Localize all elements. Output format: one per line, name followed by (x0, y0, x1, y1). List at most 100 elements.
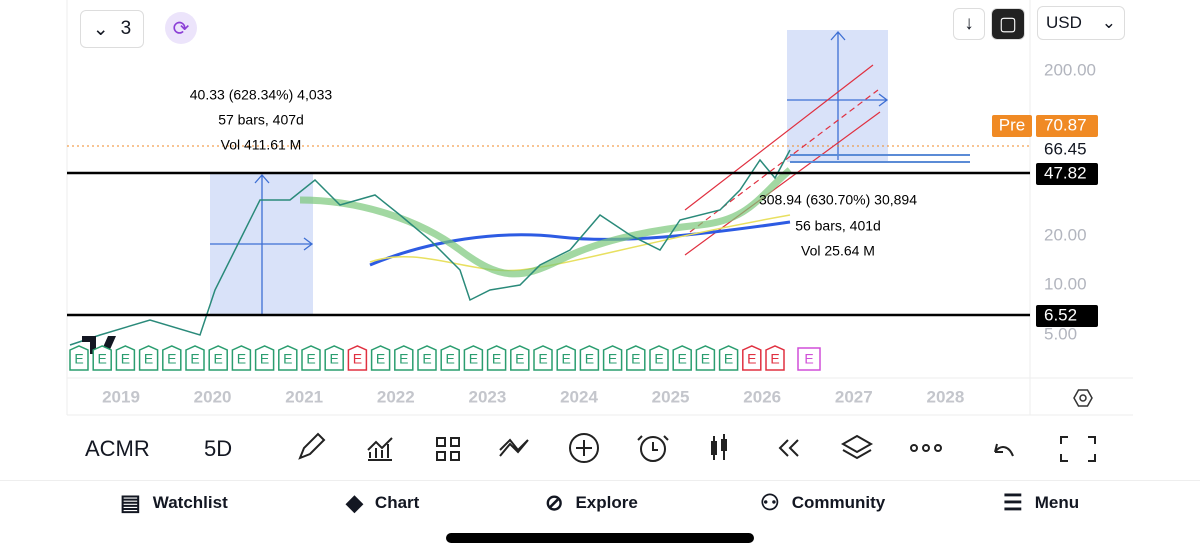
nav-icon: ⚇ (760, 490, 780, 515)
nav-icon: ⊘ (545, 490, 564, 515)
year-label: 2027 (835, 387, 873, 406)
chart-type-icon[interactable] (711, 434, 727, 460)
templates-icon[interactable] (436, 437, 460, 461)
earnings-label: E (608, 351, 617, 367)
nav-label: Watchlist (152, 493, 228, 512)
fullscreen-icon[interactable] (1060, 436, 1096, 462)
year-label: 2023 (468, 387, 506, 406)
earnings-label: E (353, 351, 362, 367)
earnings-marker (138, 345, 159, 371)
compare-icon[interactable] (499, 438, 529, 457)
price-tag (1036, 163, 1098, 185)
earnings-label: E (167, 351, 176, 367)
earnings-marker (579, 345, 600, 371)
earnings-marker (602, 345, 623, 371)
replay-icon[interactable] (778, 439, 799, 457)
layers-icon[interactable] (840, 434, 874, 460)
earnings-marker (486, 345, 507, 371)
earnings-marker (463, 345, 484, 371)
year-label: 2025 (652, 387, 690, 406)
earnings-label: E (190, 351, 199, 367)
nav-icon: ☰ (1003, 490, 1023, 515)
earnings-marker (208, 345, 228, 371)
earnings-label: E (701, 351, 710, 367)
measure-text: Vol 25.64 M (801, 243, 875, 259)
measure-text: 56 bars, 401d (795, 218, 881, 234)
measure-text: 40.33 (628.34%) 4,033 (190, 87, 333, 103)
price-tag-value: 66.45 (1044, 139, 1087, 158)
earnings-marker (347, 345, 368, 371)
nav-label: Chart (374, 493, 420, 512)
symbol[interactable]: ACMR (85, 436, 150, 461)
earnings-marker (162, 345, 182, 371)
earnings-marker (92, 345, 112, 371)
time-axis: 2019 2020 2021 2022 2023 2024 2025 2026 2027 2028 (102, 387, 964, 406)
divider (0, 480, 1200, 481)
earnings-marker (417, 345, 437, 371)
earnings-marker (69, 345, 89, 371)
earnings-label: E (562, 351, 571, 367)
earnings-label: E (260, 351, 269, 367)
nav-item[interactable]: ⚇ Community (760, 488, 885, 518)
alert-icon[interactable] (640, 436, 666, 462)
nav-item[interactable]: ⊘ Explore (545, 488, 638, 518)
earnings-marker (324, 345, 344, 371)
bottom-nav: ▤ Watchlist ◆ Chart ⊘ Explore ⚇ Community ☰ Menu (0, 488, 1200, 518)
chevron: ⌄ (1101, 13, 1116, 32)
earnings-marker (797, 347, 821, 371)
year-label: 2026 (743, 387, 781, 406)
undo-icon[interactable] (994, 443, 1014, 457)
earnings-label: E (399, 351, 408, 367)
indicators-icon[interactable] (367, 437, 393, 461)
earnings-label: E (144, 351, 153, 367)
earnings-label: E (74, 351, 83, 367)
draw-icon[interactable] (298, 432, 326, 460)
nav-icon: ▤ (120, 490, 141, 515)
price-axis: 200.00 20.00 10.00 5.00 70.87 Pre 66.45 47.82 6.… (992, 60, 1098, 343)
currency-select[interactable]: USD ⌄ (1037, 6, 1125, 40)
earnings-marker (533, 345, 553, 371)
price-label: 200.00 (1044, 60, 1096, 79)
earnings-marker (394, 345, 414, 371)
nav-item[interactable]: ◆ Chart (346, 488, 419, 518)
earnings-label: E (237, 351, 246, 367)
earnings-marker (556, 345, 576, 371)
earnings-label: E (446, 351, 455, 367)
earnings-label: E (678, 351, 687, 367)
nav-label: Menu (1034, 493, 1080, 512)
year-label: 2020 (194, 387, 232, 406)
interval[interactable]: 5D (204, 436, 233, 461)
earnings-marker (649, 345, 669, 371)
price-tag-value: 47.82 (1044, 163, 1087, 182)
earnings-marker (185, 345, 205, 371)
earnings-label: E (654, 351, 663, 367)
earnings-marker (115, 345, 136, 371)
add-icon[interactable] (569, 433, 599, 463)
earnings-label: E (469, 351, 478, 367)
home-indicator (446, 533, 754, 543)
sync-button[interactable]: ⟳ (165, 12, 197, 44)
fullscreen-button[interactable]: ▢ (991, 8, 1025, 40)
year-label: 2028 (926, 387, 964, 406)
earnings-marker (695, 345, 716, 371)
earnings-label: E (376, 351, 385, 367)
earnings-marker (370, 345, 391, 371)
earnings-label: E (330, 351, 339, 367)
layout-button[interactable]: ⌄ 3 (80, 10, 144, 48)
earnings-marker (510, 345, 530, 371)
nav-item[interactable]: ▤ Watchlist (120, 488, 228, 518)
nav-item[interactable]: ☰ Menu (1003, 488, 1079, 518)
earnings-marker (254, 345, 275, 371)
earnings-label: E (515, 351, 524, 367)
chevron: ⌄ (92, 18, 109, 40)
price-tag (1036, 115, 1098, 137)
nav-label: Community (791, 493, 886, 512)
moving-average (369, 220, 791, 267)
price-label: 5.00 (1044, 324, 1077, 343)
nav-label: Explore (575, 493, 638, 512)
more-icon[interactable] (934, 444, 942, 452)
measure-arrows (210, 31, 889, 315)
earnings-label: E (804, 351, 813, 367)
download-button[interactable]: ↓ (953, 8, 985, 40)
settings-icon[interactable] (1073, 389, 1093, 407)
